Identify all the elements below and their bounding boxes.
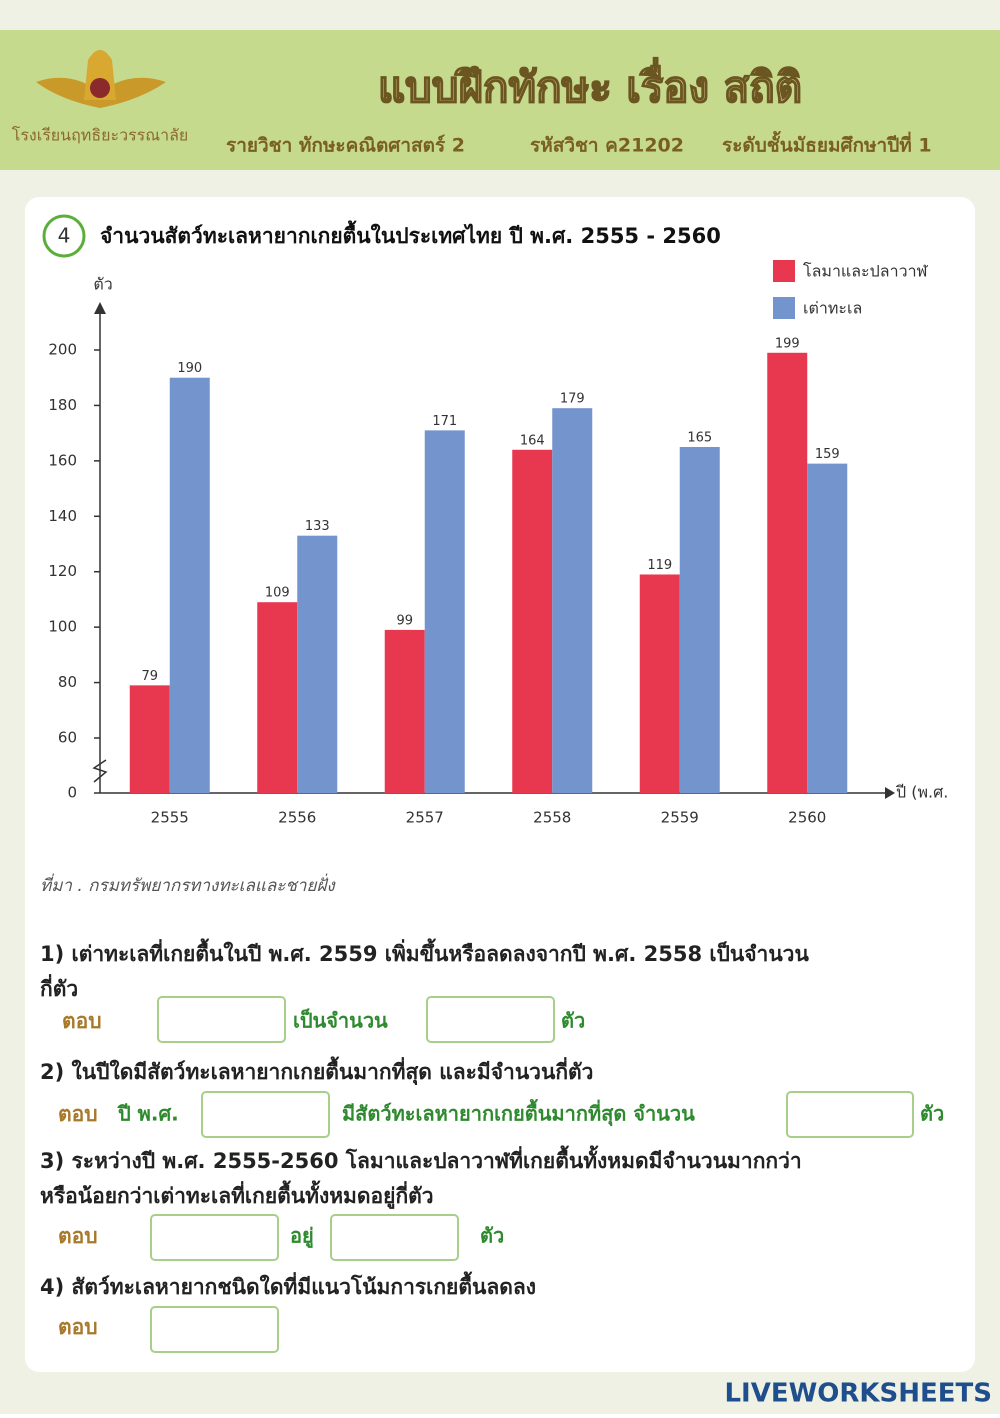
data-label: 159 [815, 447, 840, 462]
bar [679, 447, 720, 793]
answer-box[interactable] [330, 1214, 459, 1261]
number-badge [42, 214, 86, 258]
x-tick-label: 2559 [661, 809, 699, 827]
answer-label: ตอบ [62, 1009, 102, 1033]
x-tick-label: 2560 [788, 809, 826, 827]
x-axis-label: ปี (พ.ศ. [896, 783, 949, 802]
legend-label: โลมาและปลาวาฬ [803, 262, 929, 281]
bar [807, 463, 848, 793]
subject-code: รหัสวิชา ค21202 [530, 135, 684, 157]
y-tick-label: 200 [48, 341, 77, 359]
data-label: 165 [687, 431, 712, 446]
x-tick-label: 2557 [406, 809, 444, 827]
answer-box[interactable] [157, 996, 286, 1043]
chart-title: จำนวนสัตว์ทะเลหายากเกยตื้นในประเทศไทย ปี… [100, 220, 721, 248]
school-name: โรงเรียนฤทธิยะวรรณาลัย [12, 126, 189, 145]
y-arrow [94, 302, 106, 314]
data-label: 109 [265, 586, 290, 601]
y-tick-label: 160 [48, 451, 77, 469]
logo [36, 50, 166, 108]
data-label: 179 [560, 392, 585, 407]
bar [384, 629, 425, 793]
data-label: 199 [775, 336, 800, 351]
data-label: 79 [141, 669, 158, 684]
bar [129, 685, 170, 793]
legend-swatch [773, 297, 795, 319]
answer-box[interactable] [786, 1091, 914, 1138]
y-tick-label: 100 [48, 618, 77, 636]
card [25, 197, 975, 1372]
answer-text: อยู่ [290, 1224, 314, 1250]
question-text: 1) เต่าทะเลที่เกยตื้นในปี พ.ศ. 2559 เพิ่… [40, 938, 809, 966]
answer-text: ตัว [480, 1224, 504, 1248]
bar [552, 408, 593, 793]
answer-box[interactable] [150, 1214, 279, 1261]
answer-box[interactable] [201, 1091, 330, 1138]
data-label: 171 [432, 414, 457, 429]
answer-label: ตอบ [58, 1102, 98, 1126]
legend-label: เต่าทะเล [803, 299, 862, 318]
x-tick-label: 2555 [151, 809, 189, 827]
grade-level: ระดับชั้นมัธยมศึกษาปีที่ 1 [722, 131, 932, 157]
bar [512, 449, 553, 793]
bar [767, 352, 808, 793]
data-label: 119 [647, 558, 672, 573]
header-band [0, 30, 1000, 170]
answer-box[interactable] [150, 1306, 279, 1353]
question-text: กี่ตัว [40, 973, 78, 1001]
answer-text: มีสัตว์ทะเลหายากเกยตื้นมากที่สุด จำนวน [342, 1099, 695, 1127]
subject: รายวิชา ทักษะคณิตศาสตร์ 2 [226, 135, 465, 157]
bar [424, 430, 465, 793]
x-tick-label: 2558 [533, 809, 571, 827]
bar [169, 377, 210, 793]
y-tick-label: 80 [58, 673, 77, 691]
answer-text: ตัว [561, 1009, 585, 1033]
y-tick-label: 140 [48, 507, 77, 525]
chart-number: 4 [58, 224, 71, 248]
question-text: 3) ระหว่างปี พ.ศ. 2555-2560 โลมาและปลาวา… [40, 1145, 802, 1173]
page-title: แบบฝึกทักษะ เรื่อง สถิติ [378, 58, 802, 112]
source: ที่มา . กรมทรัพยากรทางทะเลและชายฝั่ง [40, 873, 336, 896]
data-label: 190 [177, 361, 202, 376]
legend-swatch [773, 260, 795, 282]
answer-label: ตอบ [58, 1224, 98, 1248]
y-tick-label: 180 [48, 396, 77, 414]
footer-brand: LIVEWORKSHEETS [724, 1379, 992, 1409]
data-label: 164 [520, 433, 545, 448]
data-label: 133 [305, 519, 330, 534]
bar [297, 535, 338, 793]
question-text: 2) ในปีใดมีสัตว์ทะเลหายากเกยตื้นมากที่สุ… [40, 1056, 593, 1086]
bar [639, 574, 680, 793]
x-tick-label: 2556 [278, 809, 316, 827]
answer-label: ตอบ [58, 1315, 98, 1339]
x-arrow [885, 787, 895, 799]
axis-break [92, 759, 108, 783]
answer-text: ปี พ.ศ. [117, 1102, 179, 1126]
y-tick-label: 0 [67, 784, 77, 802]
answer-box[interactable] [426, 996, 555, 1043]
y-tick-label: 120 [48, 562, 77, 580]
data-label: 99 [396, 613, 413, 628]
question-text: หรือน้อยกว่าเต่าทะเลที่เกยตื้นทั้งหมดอยู… [40, 1180, 434, 1210]
bar [257, 602, 298, 793]
answer-text: เป็นจำนวน [293, 1008, 388, 1033]
y-tick-label: 60 [58, 729, 77, 747]
question-text: 4) สัตว์ทะเลหายากชนิดใดที่มีแนวโน้มการเก… [40, 1271, 536, 1299]
answer-text: ตัว [920, 1102, 944, 1126]
y-axis-label: ตัว [93, 275, 112, 294]
